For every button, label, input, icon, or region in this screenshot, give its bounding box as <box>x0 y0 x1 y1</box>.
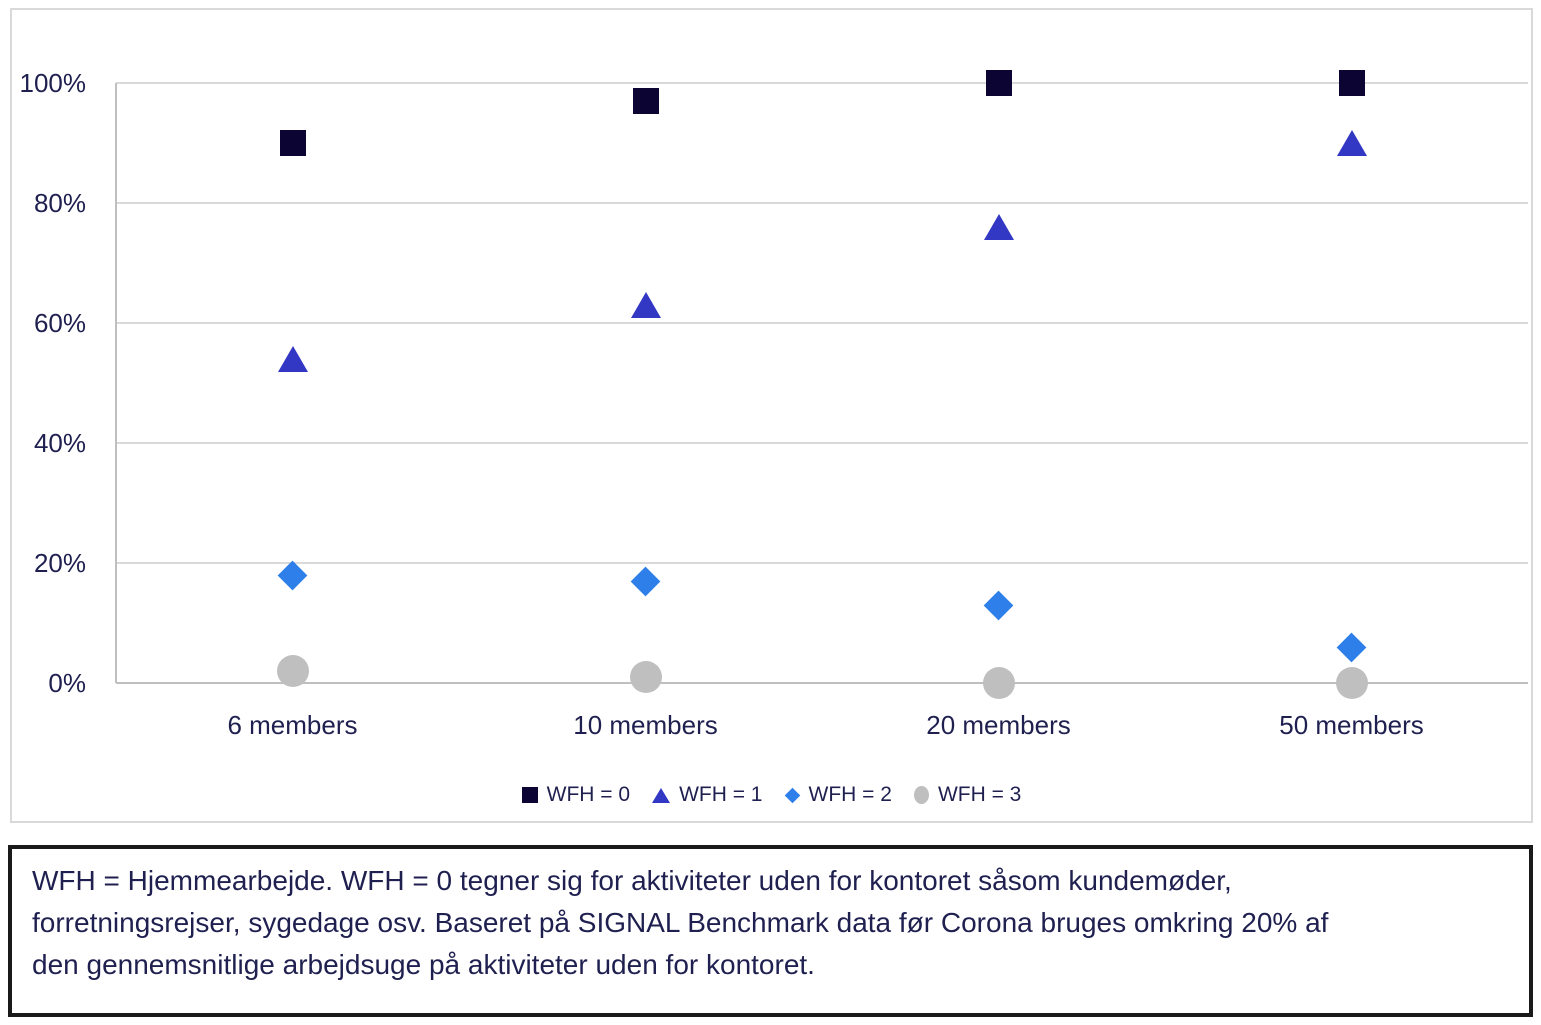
y-axis-tick-label: 60% <box>33 308 86 338</box>
y-axis-tick-label: 20% <box>33 548 86 578</box>
x-axis-category-label: 20 members <box>926 710 1071 740</box>
data-point-diamond <box>277 560 308 590</box>
caption-text-line: forretningsrejser, sygedage osv. Baseret… <box>32 907 1329 938</box>
data-point-square <box>1338 70 1365 96</box>
data-point-triangle <box>630 292 661 318</box>
y-axis-tick-label: 80% <box>33 188 86 218</box>
legend-circle-icon <box>913 786 929 804</box>
gridline <box>116 202 1528 204</box>
y-axis-tick-label: 0% <box>48 668 86 698</box>
data-point-square <box>279 130 306 156</box>
data-point-triangle <box>983 214 1014 240</box>
legend-label: WFH = 1 <box>679 783 763 806</box>
y-axis-line <box>115 83 117 683</box>
gridline <box>116 322 1528 324</box>
gridline <box>116 82 1528 84</box>
chart-area: 100% 80% 60% 40% 20% 0% 6 members 10 members 20 … <box>10 8 1533 823</box>
x-axis-category-label: 50 members <box>1279 710 1424 740</box>
y-axis-tick-label: 40% <box>33 428 86 458</box>
x-axis-category-label: 6 members <box>227 710 358 740</box>
gridline <box>116 562 1528 564</box>
data-point-square <box>985 70 1012 96</box>
chart-legend: WFH = 0 WFH = 1 WFH = 2 WFH = 3 <box>12 778 1531 812</box>
legend-label: WFH = 0 <box>546 783 631 806</box>
data-point-circle <box>629 661 662 693</box>
x-axis-line <box>116 682 1528 684</box>
legend-item: WFH = 2 <box>784 783 892 807</box>
data-point-square <box>632 88 659 114</box>
legend-label: WFH = 3 <box>937 783 1022 806</box>
legend-triangle-icon <box>652 787 671 803</box>
y-axis-tick-label: 100% <box>19 68 87 98</box>
data-point-circle <box>982 667 1015 699</box>
data-point-circle <box>1335 667 1368 699</box>
caption-box: WFH = Hjemmearbejde. WFH = 0 tegner sig … <box>8 845 1533 1017</box>
legend-item: WFH = 0 <box>521 783 631 807</box>
legend-diamond-icon <box>784 787 800 803</box>
legend-square-icon <box>521 787 538 803</box>
caption-text-line: WFH = Hjemmearbejde. WFH = 0 tegner sig … <box>32 865 1232 896</box>
gridline <box>116 442 1528 444</box>
data-point-triangle <box>1336 130 1367 156</box>
data-point-diamond <box>630 566 661 596</box>
legend-item: WFH = 3 <box>913 783 1022 807</box>
legend-item: WFH = 1 <box>652 783 763 807</box>
x-axis-category-label: 10 members <box>573 710 718 740</box>
data-point-triangle <box>277 346 308 372</box>
data-point-diamond <box>1336 632 1367 662</box>
data-point-circle <box>276 655 309 687</box>
data-point-diamond <box>983 590 1014 620</box>
legend-label: WFH = 2 <box>808 783 892 806</box>
caption-text-line: den gennemsnitlige arbejdsuge på aktivit… <box>32 949 815 980</box>
